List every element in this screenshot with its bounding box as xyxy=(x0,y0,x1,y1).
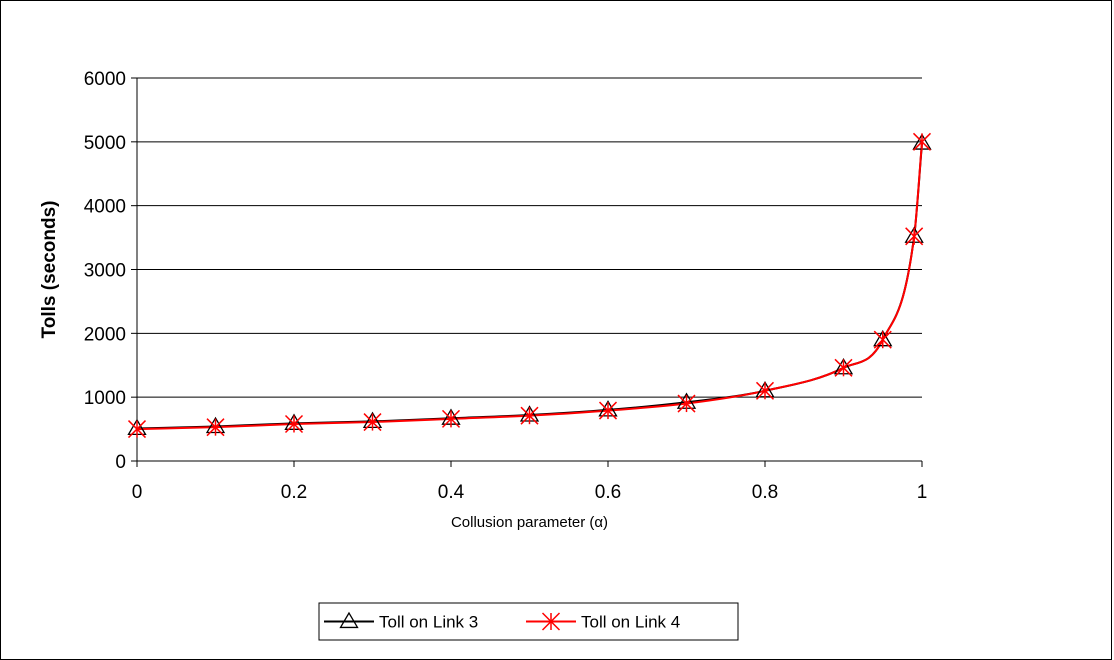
data-point-asterisk xyxy=(755,381,775,400)
series-layer xyxy=(127,132,932,439)
legend-marker-triangle xyxy=(339,611,359,629)
x-tick-labels: 0 0.2 0.4 0.6 0.8 1 xyxy=(132,482,928,503)
series-markers-link-4 xyxy=(127,132,932,439)
data-point-asterisk xyxy=(363,413,382,432)
x-tick-label: 0.8 xyxy=(752,482,778,503)
y-tick-label: 5000 xyxy=(84,133,126,154)
data-point-asterisk xyxy=(127,420,147,439)
y-tick-label: 3000 xyxy=(84,261,126,282)
legend-item-link-3: Toll on Link 3 xyxy=(324,611,478,632)
y-tick-label: 0 xyxy=(115,452,126,473)
x-tick-label: 0.2 xyxy=(281,482,307,503)
x-tick-label: 0.6 xyxy=(595,482,621,503)
data-point-asterisk xyxy=(206,418,225,437)
legend-label-link-4: Toll on Link 4 xyxy=(581,613,680,632)
y-tick-labels: 0 1000 2000 3000 4000 5000 6000 xyxy=(84,69,126,473)
x-tick-label: 1 xyxy=(917,482,928,503)
data-point-asterisk xyxy=(677,394,696,413)
legend: Toll on Link 3 Toll on Link 4 xyxy=(318,602,739,641)
y-tick-label: 6000 xyxy=(84,69,126,90)
series-markers-link-3 xyxy=(127,133,932,436)
legend-marker-asterisk xyxy=(541,612,561,631)
legend-label-link-3: Toll on Link 3 xyxy=(379,613,478,632)
data-point-asterisk xyxy=(873,330,892,349)
y-axis-label: Tolls (seconds) xyxy=(39,201,60,339)
x-tick-label: 0 xyxy=(132,482,143,503)
y-tick-label: 1000 xyxy=(84,388,126,409)
data-point-asterisk xyxy=(834,358,853,377)
gridlines xyxy=(137,77,922,398)
data-point-asterisk xyxy=(912,132,932,151)
series-line-link-3 xyxy=(136,143,923,430)
y-tick-label: 4000 xyxy=(84,197,126,218)
legend-item-link-4: Toll on Link 4 xyxy=(526,612,680,632)
x-tick-label: 0.4 xyxy=(438,482,465,503)
series-line-link-4 xyxy=(136,141,923,431)
data-point-asterisk xyxy=(598,401,618,420)
legend-symbol-triangle xyxy=(324,611,374,629)
axes xyxy=(131,77,923,467)
legend-symbol-asterisk xyxy=(526,612,576,631)
data-point-asterisk xyxy=(520,406,539,425)
data-point-asterisk xyxy=(284,414,304,434)
x-axis-label: Collusion parameter (α) xyxy=(451,514,608,531)
y-tick-label: 2000 xyxy=(84,324,126,345)
data-point-asterisk xyxy=(441,409,461,428)
data-point-asterisk xyxy=(905,227,924,246)
line-chart: 0 1000 2000 3000 4000 5000 6000 0 0.2 0.4 0.6 0.8 1… xyxy=(39,69,932,641)
